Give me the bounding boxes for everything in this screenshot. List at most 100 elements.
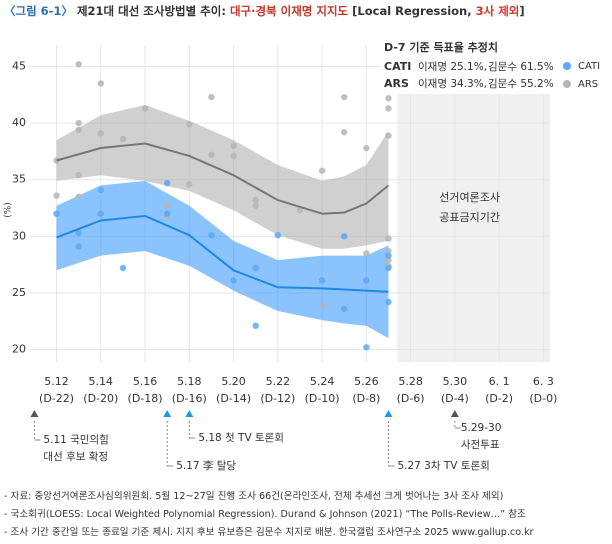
x-tick-label: 5.18 [177,375,202,388]
data-point [341,128,348,136]
data-point [163,179,171,187]
data-point [385,132,392,139]
data-point [186,121,193,128]
data-point [97,186,105,194]
x-tick-sublabel: (D-6) [397,392,425,405]
x-tick-label: 5.20 [221,375,246,388]
data-point [53,210,60,217]
x-tick-sublabel: (D-2) [485,392,513,405]
data-point [363,250,370,257]
title-part: 대구·경북 이재명 지지도 [230,4,349,18]
x-tick-label: 5.22 [266,375,291,388]
x-tick-sublabel: (D-16) [172,392,207,405]
data-point [186,181,193,188]
data-point [97,80,105,87]
data-point [230,142,237,149]
event-label: 5.11 국민의힘 [43,434,108,446]
x-tick-sublabel: (D-12) [260,392,295,405]
data-point [274,232,282,239]
y-tick-label: 25 [12,286,26,299]
event-label: 사전투표 [461,439,500,451]
data-point [53,192,60,199]
data-point [75,61,82,68]
data-point [252,264,259,272]
data-point [318,302,326,309]
x-tick-label: 5.16 [133,375,158,388]
legend-label: CATI [578,61,600,72]
x-tick-label: 5.24 [310,375,335,388]
data-point [318,277,326,284]
legend-marker [563,80,571,88]
data-point [75,243,82,250]
title-part: 〈그림 6-1〉 [4,4,77,18]
data-point [341,93,348,101]
event-marker [384,410,393,417]
y-tick-label: 40 [12,116,26,129]
event-label: 대선 후보 확정 [43,450,108,463]
data-point [119,264,127,272]
footnote: - 자료: 중앙선거여론조사심의위원회. 5월 12~27일 진행 조사 66건… [4,490,503,502]
data-point [208,232,215,239]
data-point [208,93,215,101]
event-label: 5.27 3차 TV 토론회 [397,460,489,472]
x-tick-label: 5.28 [398,375,423,388]
event-marker [163,410,172,417]
x-tick-label: 6. 1 [489,375,510,388]
title-part: [Local Regression, [348,4,475,18]
legend-lee: 이재명 25.1%, [418,61,487,73]
data-point [385,298,392,306]
y-tick-label: 30 [12,229,26,242]
event-label: 5.17 李 탈당 [176,459,236,472]
data-point [363,144,370,152]
x-tick-sublabel: (D-4) [441,392,469,405]
data-point [296,207,304,214]
x-tick-label: 5.12 [44,375,69,388]
title-part: ] [519,4,524,18]
fit-line [56,142,390,215]
data-point [141,105,149,112]
data-point [75,126,82,134]
data-point [97,130,105,137]
y-tick-label: 35 [12,173,26,186]
data-point [252,202,259,209]
blackout-label: 공표금지기간 [439,211,500,224]
title-part: 3사 제외 [476,4,520,18]
data-point [252,322,259,329]
legend-title: D-7 기준 득표율 추정치 [384,40,498,54]
data-point [385,247,392,255]
data-point [163,202,171,209]
x-tick-label: 6. 3 [533,375,554,388]
x-tick-label: 5.30 [443,375,468,388]
x-tick-sublabel: (D-22) [39,392,74,405]
legend-marker [563,62,571,70]
x-tick-sublabel: (D-0) [529,392,557,405]
event-marker [30,410,39,417]
confidence-band [56,180,389,339]
data-point [119,135,127,143]
x-tick-sublabel: (D-10) [305,392,340,405]
data-point [341,233,348,240]
data-point [208,151,215,159]
data-point [385,252,392,259]
x-tick-label: 5.14 [89,375,114,388]
legend-lee: 이재명 34.3%, [418,78,487,90]
data-point [363,277,370,284]
data-point [341,305,348,312]
data-point [385,105,392,112]
data-point [163,210,171,217]
data-point [75,119,82,127]
x-tick-sublabel: (D-8) [352,392,380,405]
legend-label: ARS [578,79,598,90]
x-tick-label: 5.26 [354,375,379,388]
legend-kim: 김문수 55.2% [488,78,554,90]
legend-kim: 김문수 61.5% [488,61,554,73]
data-point [252,196,259,204]
event-marker [185,410,194,417]
fit-line [56,214,389,293]
event-label: 5.29-30 [461,422,502,434]
x-tick-sublabel: (D-20) [83,392,118,405]
legend-method: CATI [384,60,411,73]
data-point [363,344,370,351]
event-marker [450,410,459,417]
data-point [75,229,82,237]
